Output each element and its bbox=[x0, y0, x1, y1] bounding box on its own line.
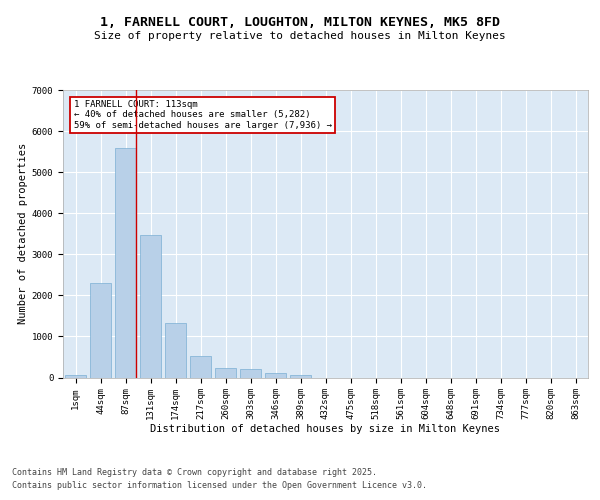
Bar bbox=[190, 356, 211, 378]
X-axis label: Distribution of detached houses by size in Milton Keynes: Distribution of detached houses by size … bbox=[151, 424, 500, 434]
Bar bbox=[140, 235, 161, 378]
Bar bbox=[265, 374, 286, 378]
Y-axis label: Number of detached properties: Number of detached properties bbox=[17, 143, 28, 324]
Bar bbox=[90, 283, 111, 378]
Text: 1 FARNELL COURT: 113sqm
← 40% of detached houses are smaller (5,282)
59% of semi: 1 FARNELL COURT: 113sqm ← 40% of detache… bbox=[74, 100, 331, 130]
Text: 1, FARNELL COURT, LOUGHTON, MILTON KEYNES, MK5 8FD: 1, FARNELL COURT, LOUGHTON, MILTON KEYNE… bbox=[100, 16, 500, 29]
Bar bbox=[240, 370, 261, 378]
Bar bbox=[290, 375, 311, 378]
Bar bbox=[215, 368, 236, 378]
Bar bbox=[165, 324, 186, 378]
Text: Contains public sector information licensed under the Open Government Licence v3: Contains public sector information licen… bbox=[12, 482, 427, 490]
Bar bbox=[115, 148, 136, 378]
Text: Size of property relative to detached houses in Milton Keynes: Size of property relative to detached ho… bbox=[94, 31, 506, 41]
Text: Contains HM Land Registry data © Crown copyright and database right 2025.: Contains HM Land Registry data © Crown c… bbox=[12, 468, 377, 477]
Bar bbox=[65, 374, 86, 378]
